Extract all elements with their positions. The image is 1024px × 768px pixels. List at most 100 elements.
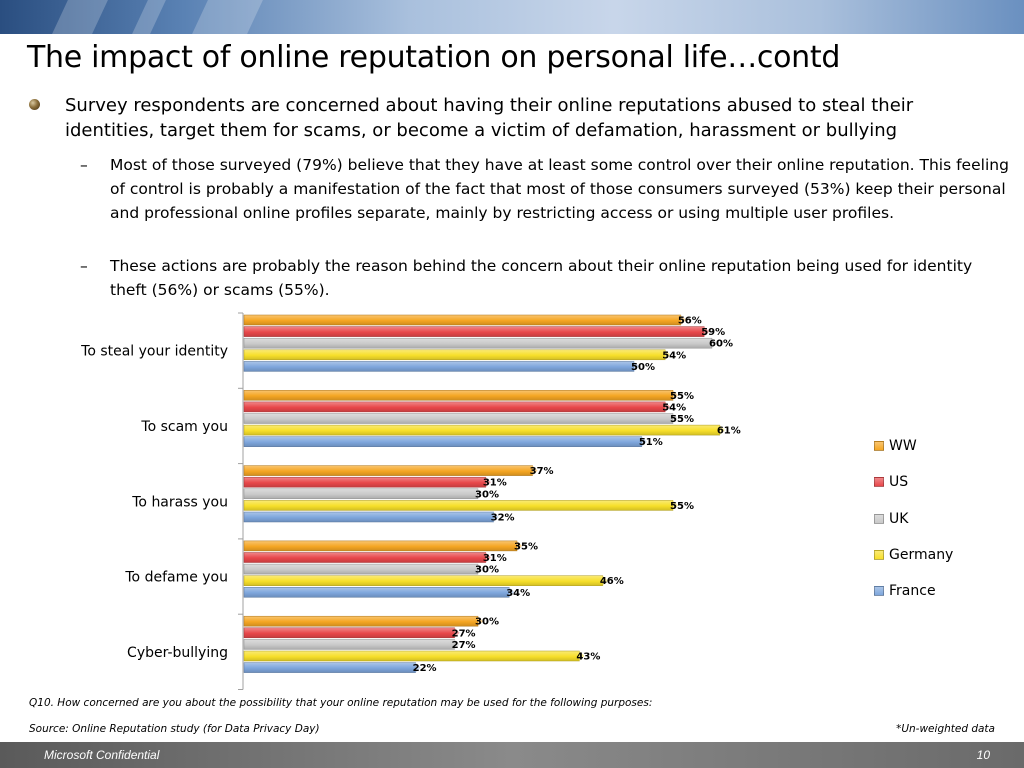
bar-us <box>243 326 705 337</box>
legend-label: WW <box>889 438 917 454</box>
data-label: 37% <box>530 466 554 477</box>
bullet-icon <box>29 99 40 110</box>
bar-chart: To steal your identity 56%59%60% 54% 50% To … <box>80 312 741 690</box>
bar-end-cap <box>665 401 671 412</box>
bar-end-cap <box>485 477 491 488</box>
legend-label: US <box>889 474 909 491</box>
data-label: 60% <box>709 339 733 350</box>
data-label: 59% <box>701 327 725 338</box>
data-label: 35% <box>514 541 538 552</box>
legend-item-germany: Germany <box>874 547 953 563</box>
data-label: 55% <box>670 501 694 512</box>
bar-ww <box>243 615 479 627</box>
category-label: To defame you <box>124 570 228 586</box>
bar-uk <box>243 488 479 500</box>
legend-swatch <box>874 586 884 597</box>
main-bullet-text: Survey respondents are concerned about h… <box>65 95 914 141</box>
bar-end-cap <box>602 575 608 586</box>
footer-bar: Microsoft Confidential 10 <box>0 742 1024 768</box>
bar-germany <box>243 500 674 511</box>
bar-germany <box>243 575 604 586</box>
legend-item-us: US <box>874 474 908 490</box>
legend-label: UK <box>889 510 909 527</box>
data-label: 30% <box>475 565 499 576</box>
data-label: 54% <box>662 350 686 361</box>
bar-ww <box>243 540 518 552</box>
data-label: 43% <box>576 652 600 663</box>
bar-end-cap <box>665 349 671 360</box>
sub-bullet-2: These actions are probably the reason be… <box>110 257 973 299</box>
sub-bullet-1: Most of those surveyed (79%) believe tha… <box>110 156 1009 222</box>
bar-end-cap <box>532 465 538 476</box>
bar-end-cap <box>485 552 491 563</box>
category-label: Cyber-bullying <box>127 645 228 661</box>
legend-label: France <box>889 583 936 600</box>
bar-end-cap <box>517 540 522 551</box>
data-label: 54% <box>662 402 686 413</box>
data-label: 51% <box>639 437 663 448</box>
bar-ww <box>243 390 674 401</box>
category-label: To steal your identity <box>80 344 228 360</box>
bar-germany <box>243 349 666 361</box>
bar-france <box>243 587 510 598</box>
bar-end-cap <box>634 361 639 372</box>
bar-end-cap <box>454 639 460 650</box>
bar-uk <box>243 563 479 575</box>
source-text: Source: Online Reputation study (for Dat… <box>29 723 320 735</box>
bar-uk <box>243 413 674 424</box>
bar-end-cap <box>415 662 421 673</box>
bar-end-cap <box>509 587 515 598</box>
bar-end-cap <box>673 413 678 424</box>
data-label: 34% <box>506 588 530 599</box>
bar-end-cap <box>478 564 483 575</box>
bar-germany <box>243 650 580 662</box>
data-label: 27% <box>452 640 476 651</box>
data-label: 30% <box>475 489 499 500</box>
bar-us <box>243 627 455 639</box>
bar-france <box>243 436 643 447</box>
bar-end-cap <box>719 425 725 436</box>
data-label: 56% <box>678 316 702 327</box>
header-banner <box>0 0 1024 34</box>
legend-label: Germany <box>889 546 954 563</box>
data-label: 50% <box>631 362 655 373</box>
legend-item-ww: WW <box>874 438 917 454</box>
bar-germany <box>243 424 721 436</box>
dash-icon: – <box>80 156 88 174</box>
footer-confidential: Microsoft Confidential <box>44 748 160 762</box>
category-label: To harass you <box>131 494 228 510</box>
data-label: 32% <box>491 513 515 524</box>
bar-us <box>243 552 487 563</box>
bar-end-cap <box>673 500 678 511</box>
legend-swatch <box>874 441 884 451</box>
data-label: 31% <box>483 478 507 489</box>
bar-ww <box>243 465 533 476</box>
dash-icon: – <box>80 257 88 275</box>
legend-swatch <box>874 513 884 524</box>
legend-item-uk: UK <box>874 511 908 527</box>
page-title: The impact of online reputation on perso… <box>27 40 841 75</box>
legend-swatch <box>874 549 884 560</box>
bar-end-cap <box>454 627 460 638</box>
question-text: Q10. How concerned are you about the pos… <box>29 697 653 709</box>
bar-france <box>243 361 635 372</box>
category-label: To scam you <box>140 419 228 435</box>
bar-uk <box>243 639 455 650</box>
bar-end-cap <box>478 616 483 627</box>
bar-end-cap <box>673 390 678 401</box>
data-label: 22% <box>413 663 437 674</box>
bar-end-cap <box>478 488 483 499</box>
data-label: 61% <box>717 426 741 437</box>
legend-item-france: France <box>874 583 936 599</box>
legend-swatch <box>874 477 884 488</box>
bar-end-cap <box>712 338 717 349</box>
bar-end-cap <box>704 326 710 337</box>
bar-us <box>243 476 487 488</box>
bar-france <box>243 662 416 673</box>
bar-france <box>243 511 494 523</box>
bar-end-cap <box>493 512 499 522</box>
page-number: 10 <box>976 748 990 762</box>
bar-ww <box>243 314 682 326</box>
data-label: 55% <box>670 414 694 425</box>
data-label: 31% <box>483 553 507 564</box>
